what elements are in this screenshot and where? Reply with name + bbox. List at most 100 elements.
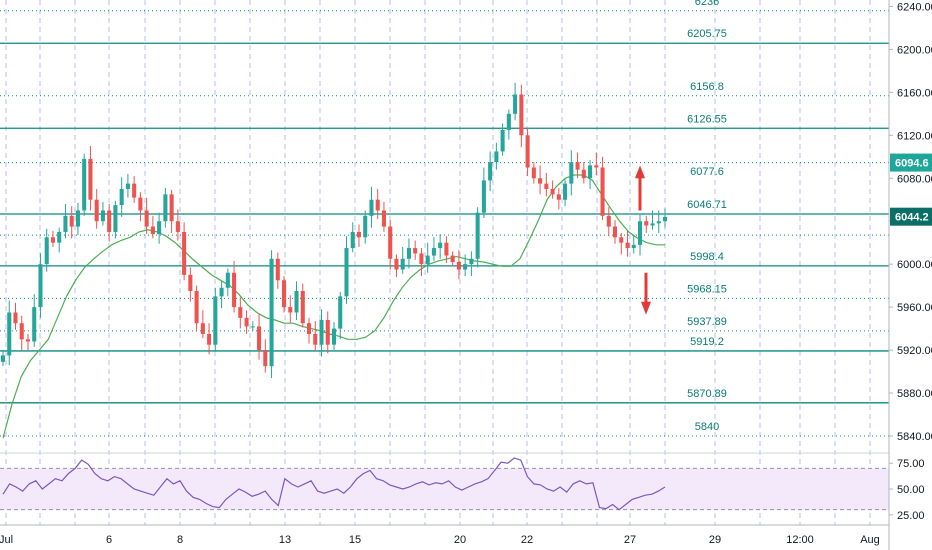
candle-body xyxy=(350,231,355,249)
price-tick-label: 6240.00 xyxy=(897,1,932,13)
candle-body xyxy=(100,210,105,222)
price-tick-label: 6160.00 xyxy=(897,87,932,99)
price-tick-label: 5880.00 xyxy=(897,388,932,400)
candle-body xyxy=(7,312,12,356)
candle-body xyxy=(600,167,605,216)
candle-body xyxy=(637,221,643,245)
candle-body xyxy=(531,167,536,179)
candle-body xyxy=(225,272,230,288)
candle-body xyxy=(331,328,337,345)
price-axis[interactable]: 5840.005880.005920.005960.006000.006040.… xyxy=(888,0,932,550)
candle-body xyxy=(369,199,374,216)
candle-body xyxy=(644,221,649,226)
rsi-tick-label: 25.00 xyxy=(897,510,925,522)
rsi-tick-label: 75.00 xyxy=(897,458,925,470)
candle-body xyxy=(563,183,568,200)
candle-body xyxy=(82,158,87,211)
price-tick-label: 5960.00 xyxy=(897,302,932,314)
candle-body xyxy=(513,94,518,114)
time-tick-label: 6 xyxy=(106,534,112,546)
price-tag-label: 6094.6 xyxy=(895,158,929,170)
level-label: 5840 xyxy=(695,421,719,433)
candle-body xyxy=(182,231,187,275)
level-label: 6046.71 xyxy=(687,199,727,211)
candle-body xyxy=(419,253,424,265)
level-label: 5968.15 xyxy=(687,283,727,295)
signal-arrows xyxy=(635,165,651,315)
level-label: 5919.2 xyxy=(690,336,724,348)
candle-body xyxy=(619,237,624,243)
candle-body xyxy=(300,291,305,324)
candle-body xyxy=(157,221,162,235)
level-label: 6077.6 xyxy=(690,166,724,178)
candle-body xyxy=(257,326,262,351)
candle-body xyxy=(375,199,380,211)
candle-body xyxy=(575,162,580,170)
candle-body xyxy=(613,226,618,238)
candle-body xyxy=(500,129,505,152)
candle-body xyxy=(163,194,168,222)
candle-body xyxy=(244,317,249,327)
candle-body xyxy=(494,151,499,163)
candle-body xyxy=(306,323,312,334)
price-tick-label: 6080.00 xyxy=(897,173,932,185)
candle-body xyxy=(269,258,274,367)
price-tag-label: 6044.2 xyxy=(895,212,929,224)
level-label: 5998.4 xyxy=(690,251,724,263)
price-tick-label: 5840.00 xyxy=(897,431,932,443)
candle-body xyxy=(175,221,180,232)
candle-body xyxy=(400,258,405,270)
rsi-band xyxy=(0,468,889,510)
level-label: 6236 xyxy=(695,0,719,8)
price-tick-label: 6120.00 xyxy=(897,130,932,142)
time-tick-label: 12:00 xyxy=(786,534,814,546)
candle-body xyxy=(588,165,593,179)
candle-body xyxy=(88,158,93,200)
candle-body xyxy=(656,221,661,224)
candle-body xyxy=(338,296,343,329)
candle-body xyxy=(169,194,174,222)
time-tick-label: 22 xyxy=(521,534,533,546)
price-tag xyxy=(890,153,932,172)
candle-body xyxy=(44,237,49,265)
candle-body xyxy=(313,333,318,345)
candle-body xyxy=(425,255,430,265)
candle-body xyxy=(594,165,599,168)
candle-body xyxy=(125,183,130,189)
candle-body xyxy=(444,242,449,256)
candle-body xyxy=(581,169,586,179)
candle-body xyxy=(63,215,68,232)
candle-body xyxy=(25,339,31,342)
candle-body xyxy=(356,231,362,238)
time-tick-label: 27 xyxy=(624,534,636,546)
rsi-tick-label: 50.00 xyxy=(897,484,925,496)
time-tick-label: 15 xyxy=(349,534,361,546)
time-tick-label: 8 xyxy=(177,534,183,546)
arrow-up-icon xyxy=(635,165,645,179)
candle-body xyxy=(94,199,99,222)
candle-body xyxy=(519,94,524,136)
candle-body xyxy=(506,113,511,130)
candle-body xyxy=(363,215,368,238)
time-axis[interactable]: Jul 6 8 13 15 20 22 27 29 12:00 Aug xyxy=(0,524,889,546)
time-tick-label: Jul xyxy=(0,534,13,546)
candle-body xyxy=(232,272,237,308)
candle-body xyxy=(538,178,543,184)
candle-body xyxy=(150,226,155,235)
candle-body xyxy=(294,291,299,313)
candle-body xyxy=(488,162,493,181)
price-tick-label: 6200.00 xyxy=(897,44,932,56)
candle-body xyxy=(288,307,293,313)
candle-body xyxy=(475,212,480,259)
candle-body xyxy=(219,287,224,297)
candle-body xyxy=(207,333,212,345)
candle-body xyxy=(19,323,24,340)
time-tick-label: Aug xyxy=(860,534,880,546)
price-axis-bg xyxy=(889,0,932,550)
candle-body xyxy=(662,216,668,222)
candle-body xyxy=(525,135,530,168)
candle-body xyxy=(75,210,80,227)
candle-body xyxy=(544,183,549,189)
candle-body xyxy=(107,210,112,232)
